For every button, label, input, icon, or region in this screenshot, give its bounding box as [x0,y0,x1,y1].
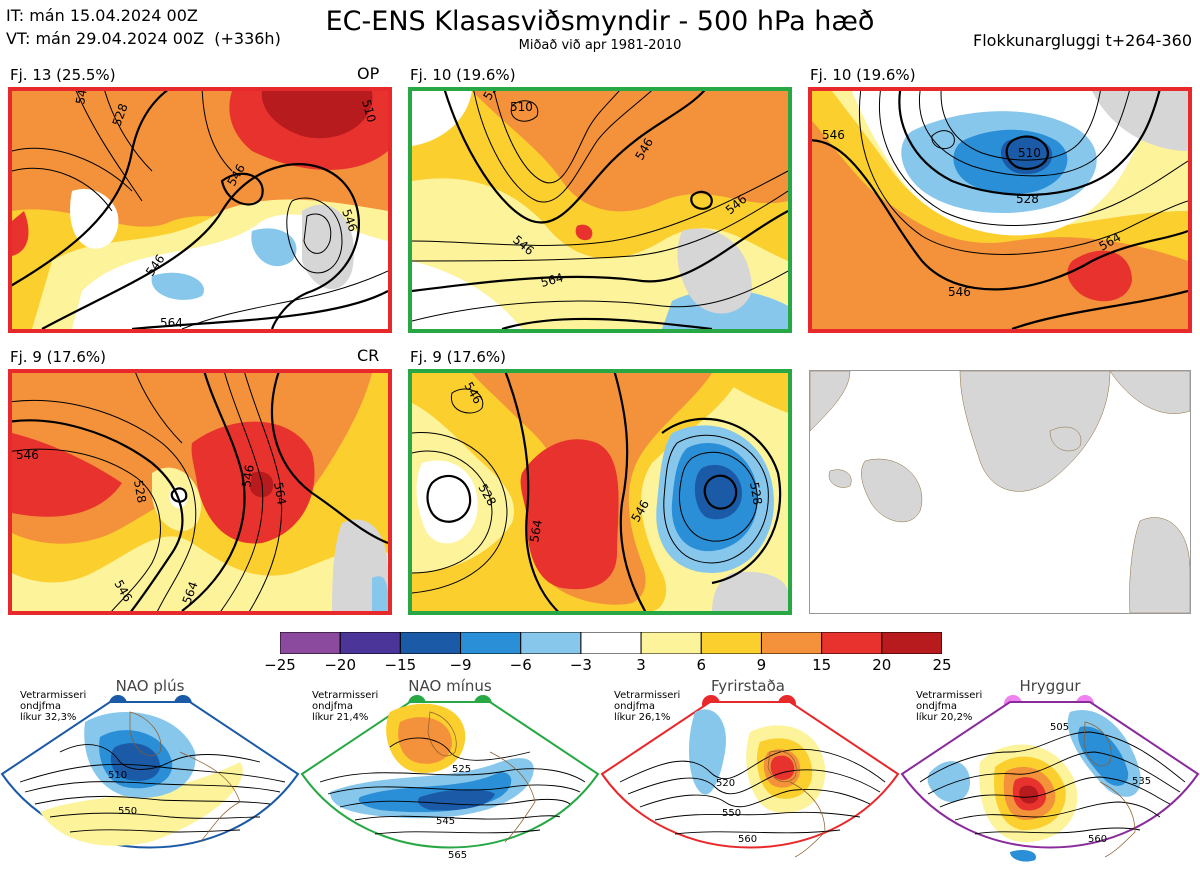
cluster-2-contour-label: 510 [510,100,533,114]
regime-4-contour-label: 560 [1088,834,1107,845]
colorbar-swatch [700,631,762,655]
cluster-1-tag: OP [357,64,380,83]
cluster-4-contour-label: 546 [16,448,39,462]
cluster-5-label: Fj. 9 (17.6%) [410,348,506,366]
colorbar-tick-label: 3 [636,656,646,674]
cluster-3-map: 510 528 546 546 564 [808,87,1192,333]
regime-2-contour-label: 545 [436,816,455,827]
colorbar-swatches [279,631,943,655]
empty-base-map [809,370,1191,614]
cluster-1-map: 546 528 546 546 564 546 510 [8,87,392,333]
colorbar-tick-label: −9 [449,656,472,674]
cluster-window-label: Flokkunargluggi t+264-360 [973,31,1192,50]
cluster-2-contour-label: 528 [480,91,504,103]
cluster-3-contour-label: 546 [948,285,971,299]
regime-3-note: Vetrarmisseri ondjfma líkur 26,1% [614,690,681,723]
regime-3-contour-label: 550 [722,808,741,819]
regime-2-contour-label: 565 [448,850,467,861]
colorbar-swatch [580,631,642,655]
cluster-3-contour-label: 510 [1018,146,1041,160]
cluster-3-field: 510 528 546 546 564 [812,91,1188,329]
colorbar-tick-label: −6 [509,656,532,674]
regime-2-title: NAO mínus [408,677,492,695]
colorbar-swatch [821,631,883,655]
colorbar-swatch [640,631,702,655]
colorbar-tick-label: −3 [569,656,592,674]
cluster-2-label: Fj. 10 (19.6%) [410,66,516,84]
cluster-3-contour-label: 546 [822,128,845,142]
cluster-1-contour-label: 546 [73,91,91,106]
cluster-3-label: Fj. 10 (19.6%) [810,66,916,84]
cluster-5-contour-label: 564 [527,519,545,544]
page-subtitle: Miðað við apr 1981-2010 [518,38,682,53]
colorbar-tick-label: 25 [932,656,952,674]
colorbar-swatch [760,631,823,655]
colorbar-tick-label: −25 [264,656,296,674]
cluster-4-contour-label: 546 [239,464,257,489]
cluster-2-field: 510 528 546 546 564 546 [412,91,788,329]
page-title: EC-ENS Klasasviðsmyndir - 500 hPa hæð [325,6,875,37]
cluster-4-field: 546 528 546 564 546 564 [12,373,388,611]
cluster-3-contour-label: 528 [1016,192,1039,206]
colorbar-ticks: −25 −20 −15 −9 −6 −3 3 6 9 15 20 25 [264,656,951,676]
regime-3-title: Fyrirstaða [711,677,785,695]
colorbar-tick-label: 6 [696,656,707,674]
valid-time: VT: mán 29.04.2024 00Z (+336h) [6,29,281,48]
colorbar-swatch [339,631,401,655]
colorbar-swatch [881,631,943,655]
cluster-4-tag: CR [357,346,380,365]
colorbar-tick-label: 15 [812,656,832,674]
colorbar-tick-label: −20 [324,656,356,674]
cluster-4-contour-label: 528 [131,479,149,504]
cluster-4-contour-label: 564 [271,481,289,506]
colorbar-swatch [460,631,522,655]
colorbar-tick-label: −15 [384,656,417,674]
regime-4-contour-label: 535 [1132,776,1151,787]
regime-2-sector-map: 525 545 565 [300,695,600,861]
colorbar-swatch [279,631,341,655]
regime-4-note: Vetrarmisseri ondjfma líkur 20,2% [916,690,983,723]
cluster-5-field: 546 528 564 546 528 [412,373,788,611]
cluster-5-contour-label: 528 [747,481,765,506]
regime-2-contour-label: 525 [452,764,471,775]
cluster-1-field: 546 528 546 546 564 546 510 [12,91,388,329]
regime-1-note: Vetrarmisseri ondjfma líkur 32,3% [20,690,87,723]
colorbar [279,631,943,655]
regime-3-sector-map: 520 550 560 [600,695,900,858]
cluster-2-map: 510 528 546 546 564 546 [408,87,792,333]
cluster-1-label: Fj. 13 (25.5%) [10,66,116,84]
base-map-land [810,371,1190,613]
regime-1-contour-label: 550 [118,806,137,817]
regime-1-contour-label: 510 [108,770,127,781]
cluster-5-map: 546 528 564 546 528 [408,369,792,615]
regime-3-contour-label: 520 [716,778,735,789]
colorbar-swatch [399,631,462,655]
cluster-4-map: 546 528 546 564 546 564 [8,369,392,615]
regime-4-sector-map: 505 535 560 [900,695,1200,862]
regime-1-title: NAO plús [115,677,185,695]
regime-1-sector-map: 510 550 [0,695,300,849]
colorbar-tick-label: 9 [756,656,767,674]
regime-4-title: Hryggur [1019,677,1081,695]
colorbar-swatch [520,631,582,655]
init-time: IT: mán 15.04.2024 00Z [6,6,198,25]
cluster-1-contour-label: 564 [160,316,183,329]
cluster-4-label: Fj. 9 (17.6%) [10,348,106,366]
regime-4-contour-label: 505 [1050,722,1069,733]
regime-3-contour-label: 560 [738,834,757,845]
regime-2-note: Vetrarmisseri ondjfma líkur 21,4% [312,690,379,723]
colorbar-tick-label: 20 [872,656,892,674]
cluster-2-contour-label: 564 [539,270,565,289]
header-times: IT: mán 15.04.2024 00Z VT: mán 29.04.2024… [6,4,281,50]
cluster-1-contour-label: 510 [359,98,378,124]
